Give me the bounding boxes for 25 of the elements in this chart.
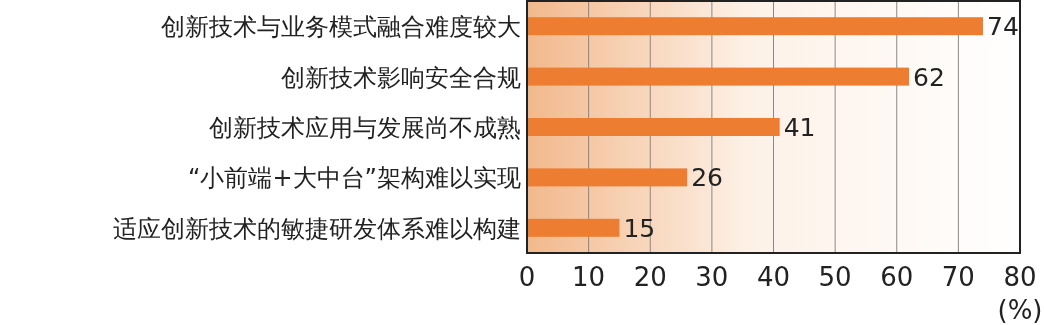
bar	[527, 218, 620, 237]
bar	[527, 118, 780, 136]
x-tick-label: 10	[572, 262, 606, 292]
data-label: 15	[623, 213, 656, 243]
y-tick-label: 创新技术与业务模式融合难度较大	[161, 13, 521, 42]
data-label: 62	[913, 62, 945, 92]
bar	[527, 67, 910, 86]
x-tick-label: 30	[695, 262, 729, 292]
x-tick-label: 40	[756, 262, 791, 292]
x-tick-label: 20	[633, 262, 667, 292]
data-label: 26	[691, 163, 724, 193]
bar	[527, 168, 688, 187]
y-tick-label: “小前端+大中台”架构难以实现	[188, 164, 521, 193]
data-label: 41	[783, 113, 816, 142]
x-tick-label: 60	[880, 262, 914, 292]
x-tick-label: 50	[818, 262, 852, 292]
y-tick-label: 创新技术应用与发展尚不成熟	[209, 114, 521, 142]
data-label: 74	[987, 12, 1019, 42]
y-tick-label: 创新技术影响安全合规	[281, 63, 521, 92]
x-tick-label: 0	[518, 262, 536, 292]
x-axis-title: (%)	[997, 295, 1043, 325]
bar	[527, 17, 984, 36]
x-tick-label: 80	[1003, 262, 1037, 292]
y-tick-label: 适应创新技术的敏捷研发体系难以构建	[113, 214, 521, 243]
x-tick-label: 70	[941, 262, 975, 292]
